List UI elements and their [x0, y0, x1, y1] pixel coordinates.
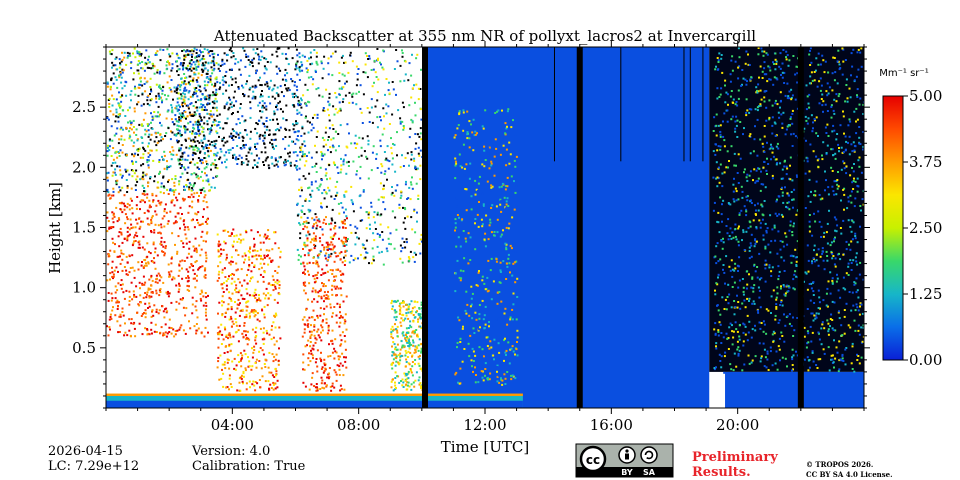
region-dark-evening — [709, 47, 864, 372]
preliminary-label: Preliminary — [692, 450, 778, 465]
cloud-column-2 — [301, 216, 348, 392]
colorbar — [882, 95, 904, 361]
colorbar-ticks: 0.00 1.25 2.50 3.75 5.00 — [903, 87, 942, 369]
data-gap-1 — [576, 47, 583, 408]
copyright-line-1: © TROPOS 2026. — [806, 460, 873, 469]
morning-dark-band — [175, 47, 304, 170]
surface-layer-orange — [106, 393, 523, 396]
cloud-column-1 — [216, 228, 282, 392]
late-morning-noise — [295, 48, 424, 266]
midday-columns — [453, 108, 519, 386]
y-tick-label-2: 1.5 — [72, 219, 96, 237]
x-tick-label-2: 12:00 — [463, 416, 506, 434]
x-axis: 04:00 08:00 12:00 16:00 20:00 — [105, 41, 865, 434]
y-tick-label-4: 2.5 — [72, 98, 96, 116]
x-axis-label: Time [UTC] — [441, 438, 530, 456]
heatmap-speckle — [106, 47, 864, 392]
x-tick-label-4: 20:00 — [716, 416, 759, 434]
copyright-line-2: CC BY SA 4.0 License. — [806, 470, 893, 479]
x-tick-label-1: 08:00 — [337, 416, 380, 434]
region-evening-low-blue — [725, 371, 864, 408]
chart-title: Attenuated Backscatter at 355 nm NR of p… — [213, 27, 756, 45]
colorbar-tick-label-0: 0.00 — [909, 351, 942, 369]
colorbar-tick-label-2: 2.50 — [909, 219, 942, 237]
y-tick-label-1: 1.0 — [72, 279, 96, 297]
share-alike-icon — [640, 446, 658, 464]
surface-layer-blue — [106, 400, 523, 408]
colorbar-tick-label-4: 5.00 — [909, 87, 942, 105]
data-gaps — [421, 47, 804, 408]
cloud-column-3 — [390, 299, 424, 392]
colorbar-tick-label-3: 3.75 — [909, 153, 942, 171]
data-gap-0 — [421, 47, 428, 408]
results-label: Results. — [692, 465, 751, 480]
data-gap-2 — [797, 47, 804, 408]
info-calibration: Calibration: True — [192, 459, 306, 474]
y-tick-label-3: 2.0 — [72, 158, 96, 176]
cc-icon — [579, 445, 607, 473]
plot-area — [106, 47, 864, 408]
y-axis-label: Height [km] — [46, 182, 64, 274]
cc-license-badge: cc BY SA — [575, 443, 674, 478]
colorbar-unit-label: Mm⁻¹ sr⁻¹ — [879, 68, 928, 79]
region-transition-blue — [424, 47, 530, 408]
morning-orange-layer — [106, 191, 209, 338]
info-date: 2026-04-15 — [48, 444, 123, 459]
y-tick-label-0: 0.5 — [72, 339, 96, 357]
colorbar-tick-label-1: 1.25 — [909, 285, 942, 303]
info-lc: LC: 7.29e+12 — [48, 459, 139, 474]
x-tick-label-0: 04:00 — [211, 416, 254, 434]
x-tick-label-3: 16:00 — [590, 416, 633, 434]
morning-upper-noise — [106, 47, 219, 194]
y-axis: 0.5 1.0 1.5 2.0 2.5 — [72, 46, 870, 409]
region-clear-afternoon — [522, 47, 710, 408]
info-version: Version: 4.0 — [191, 444, 270, 459]
